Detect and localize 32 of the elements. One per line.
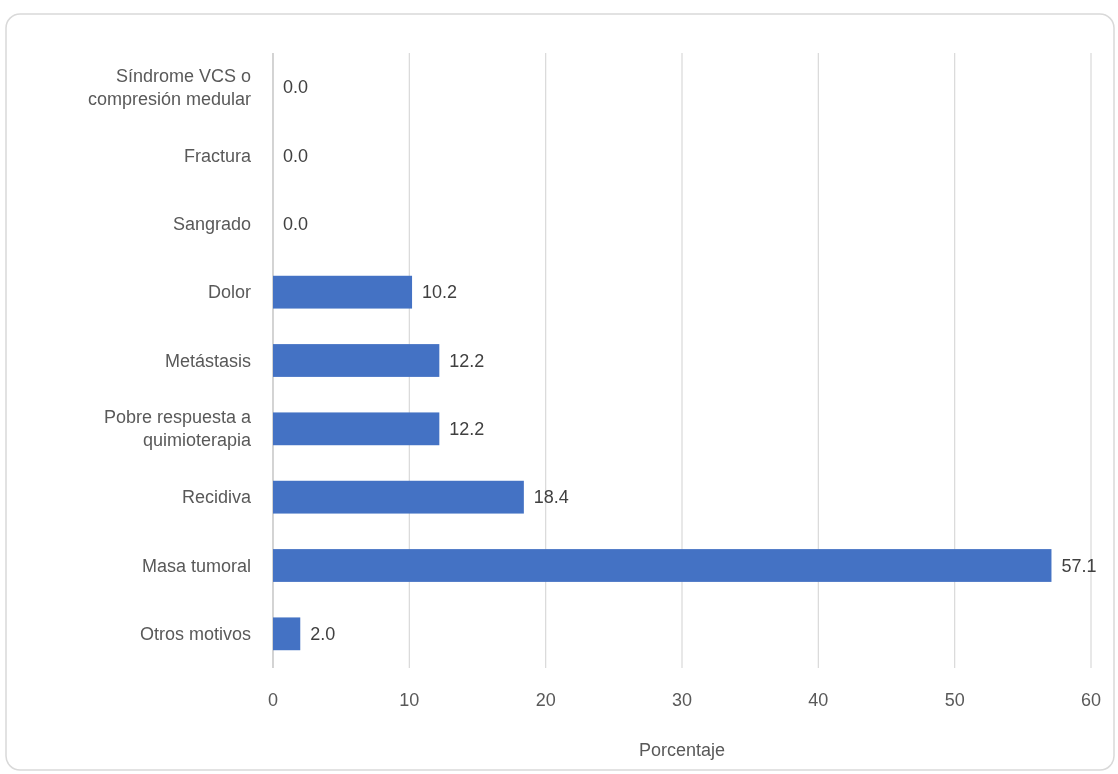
data-label: 2.0 bbox=[310, 623, 336, 644]
y-tick-label: Dolor bbox=[207, 282, 251, 303]
data-label: 0.0 bbox=[283, 77, 309, 98]
x-tick-label: 10 bbox=[399, 690, 420, 710]
bar bbox=[273, 617, 301, 651]
x-axis-title: Porcentaje bbox=[638, 740, 726, 760]
data-label: 57.1 bbox=[1061, 555, 1097, 576]
data-label: 12.2 bbox=[449, 418, 485, 439]
data-label: 10.2 bbox=[422, 282, 458, 303]
x-tick-label: 30 bbox=[671, 690, 693, 710]
data-label: 18.4 bbox=[533, 487, 569, 508]
bar bbox=[273, 412, 440, 446]
y-tick-label: Recidiva bbox=[181, 487, 252, 508]
data-label: 12.2 bbox=[449, 350, 485, 371]
y-tick-label: Metástasis bbox=[164, 350, 251, 371]
bar bbox=[273, 344, 440, 377]
data-label: 0.0 bbox=[283, 213, 309, 234]
x-tick-label: 40 bbox=[808, 690, 829, 710]
y-tick-label: Sangrado bbox=[172, 213, 251, 234]
bar bbox=[273, 275, 413, 309]
data-label: 0.0 bbox=[283, 145, 309, 166]
y-tick-label: Síndrome VCS o compresión medular bbox=[87, 65, 251, 109]
bar bbox=[273, 549, 1052, 582]
bar bbox=[273, 480, 524, 514]
y-tick-label: Pobre respuesta a quimioterapia bbox=[103, 407, 252, 451]
x-tick-label: 50 bbox=[944, 690, 965, 710]
y-tick-label: Otros motivos bbox=[139, 623, 251, 644]
y-tick-label: Fractura bbox=[183, 145, 252, 166]
x-tick-label: 60 bbox=[1080, 690, 1102, 710]
x-tick-label: 20 bbox=[535, 690, 556, 710]
y-tick-label: Masa tumoral bbox=[141, 555, 251, 576]
x-tick-label: 0 bbox=[267, 690, 279, 710]
